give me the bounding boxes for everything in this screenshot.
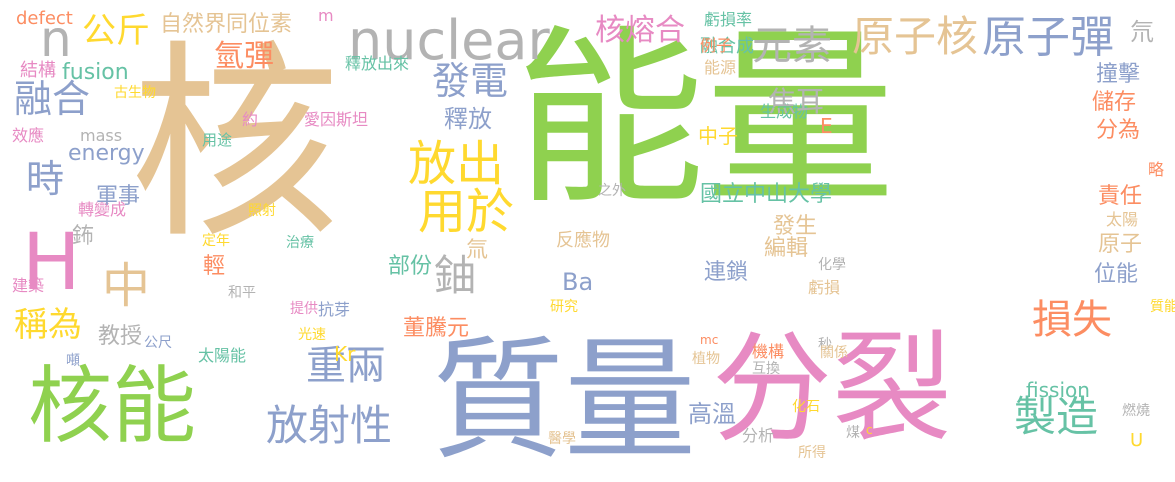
word-military: 軍事 xyxy=(96,186,140,208)
word-defect: defect xyxy=(16,10,73,28)
word-omit: 略 xyxy=(1148,162,1164,178)
word-sprout-inhibit: 抗芽 xyxy=(318,302,350,318)
word-analysis: 分析 xyxy=(742,428,774,444)
word-fusion-zh: 核熔合 xyxy=(595,16,685,46)
word-solar-energy: 太陽能 xyxy=(198,348,246,364)
word-divide-into: 分為 xyxy=(1096,120,1140,142)
word-neutron: 中子 xyxy=(698,126,738,146)
word-ba: Ba xyxy=(562,270,593,294)
word-fuse: 融合 xyxy=(14,80,90,118)
word-coal: 煤 xyxy=(846,426,860,440)
word-usage: 用途 xyxy=(202,133,232,148)
word-potential-energy: 位能 xyxy=(1094,264,1138,286)
word-treatment: 治療 xyxy=(286,236,314,250)
word-responsibility: 責任 xyxy=(1098,186,1142,208)
word-light: 輕 xyxy=(203,256,225,278)
word-example: 例子 xyxy=(700,38,732,54)
word-paleo: 古生物 xyxy=(114,86,156,100)
word-sun: 太陽 xyxy=(1106,212,1138,228)
word-e: E xyxy=(820,116,833,136)
word-burn: 燃燒 xyxy=(1122,404,1150,418)
word-manufacture: 製造 xyxy=(1014,396,1098,438)
word-release: 釋放 xyxy=(444,107,492,131)
word-about: 約 xyxy=(242,112,258,128)
word-research: 研究 xyxy=(550,300,578,314)
word-argon: 氘 xyxy=(1130,20,1154,44)
word-hydrogen-bomb: 氫彈 xyxy=(214,42,274,72)
word-ton: 噸 xyxy=(66,354,80,368)
word-u: U xyxy=(1130,432,1143,450)
word-building: 建築 xyxy=(12,278,44,294)
word-radioactive: 放射性 xyxy=(266,405,392,447)
word-store: 儲存 xyxy=(1092,92,1136,114)
word-mass-energy: 質能 xyxy=(1150,300,1175,314)
word-institution: 機構 xyxy=(752,344,784,360)
word-mc: mc xyxy=(700,334,718,346)
word-tritium: 氚 xyxy=(466,240,488,262)
word-energy-source: 能源 xyxy=(704,60,736,76)
word-element: 元素 xyxy=(752,26,832,66)
word-used-for: 用於 xyxy=(418,188,514,236)
word-time: 時 xyxy=(26,160,64,198)
word-nuclear-energy-zh: 核能 xyxy=(28,364,196,448)
word-medicine: 醫學 xyxy=(548,432,576,446)
word-natural-isotope: 自然界同位素 xyxy=(160,14,292,36)
word-collide: 撞擊 xyxy=(1096,64,1140,86)
word-edit: 編輯 xyxy=(764,238,808,260)
word-reactant: 反應物 xyxy=(556,232,610,250)
word-c: c xyxy=(866,424,873,436)
word-einstein: 愛因斯坦 xyxy=(304,112,368,128)
word-high-temp: 高溫 xyxy=(688,402,736,426)
word-occur: 發生 xyxy=(773,216,817,238)
word-atom: 原子 xyxy=(1098,234,1142,256)
word-plant: 植物 xyxy=(692,352,720,366)
word-middle: 中 xyxy=(102,262,150,310)
word-provide: 提供 xyxy=(290,302,318,316)
word-deficit: 虧損 xyxy=(808,280,840,296)
word-atomic-bomb: 原子彈 xyxy=(982,16,1114,60)
word-meter: 公尺 xyxy=(144,336,172,350)
word-loss: 損失 xyxy=(1032,300,1112,340)
word-part: 部份 xyxy=(388,256,432,278)
word-nsysu: 國立中山大學 xyxy=(700,184,832,206)
word-generate-electricity: 發電 xyxy=(432,62,508,100)
word-relation: 關係 xyxy=(820,346,848,360)
word-atomic-nucleus: 原子核 xyxy=(852,16,978,58)
word-plutonium: 鈽 xyxy=(72,226,94,248)
word-mass-zh: 質量 xyxy=(432,335,696,467)
word-m: m xyxy=(318,8,334,24)
word-peace: 和平 xyxy=(228,286,256,300)
word-chemistry: 化學 xyxy=(818,258,846,272)
word-emit: 放出 xyxy=(408,140,504,188)
word-irradiate: 照射 xyxy=(248,204,276,218)
word-dong-tengyuan: 董騰元 xyxy=(403,318,469,340)
word-called: 稱為 xyxy=(14,308,82,342)
word-kilogram: 公斤 xyxy=(82,14,150,48)
word-exchange: 互換 xyxy=(752,362,780,376)
word-joule: 焦耳 xyxy=(768,88,824,116)
word-effect: 效應 xyxy=(12,128,44,144)
word-kr: Kr xyxy=(334,344,355,364)
word-fossil: 化石 xyxy=(792,400,820,414)
word-chain: 連鎖 xyxy=(704,262,748,284)
word-besides: 之外 xyxy=(598,184,626,198)
word-loss-rate: 虧損率 xyxy=(704,12,752,28)
word-speed-of-light: 光速 xyxy=(298,328,326,342)
word-release-out: 釋放出來 xyxy=(345,56,409,72)
word-dating: 定年 xyxy=(202,234,230,248)
word-professor: 教授 xyxy=(98,326,142,348)
word-fission: fission xyxy=(1026,380,1090,400)
word-energy: energy xyxy=(68,143,145,165)
word-income: 所得 xyxy=(798,446,826,460)
